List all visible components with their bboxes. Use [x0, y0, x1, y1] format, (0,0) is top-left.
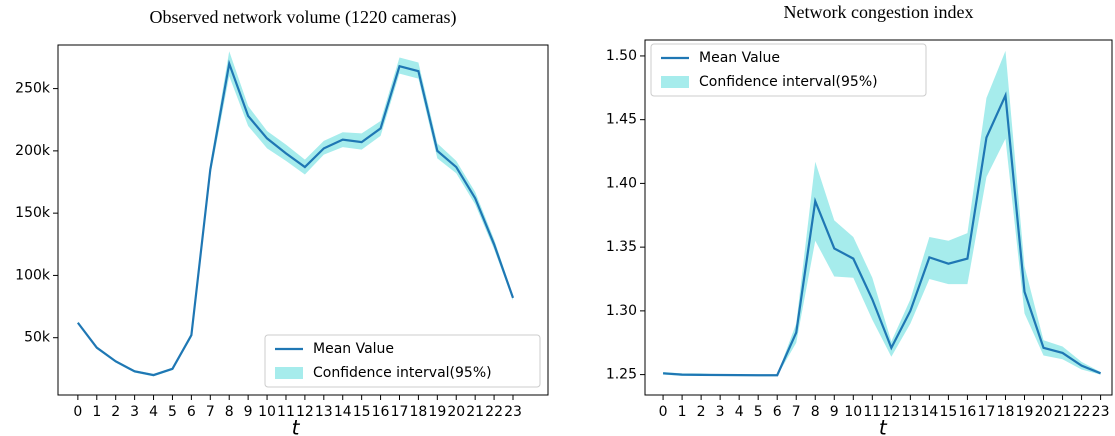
y-tick-label: 1.45: [606, 112, 637, 128]
x-tick-label: 14: [920, 404, 938, 420]
x-tick-label: 18: [997, 404, 1015, 420]
x-tick-label: 14: [334, 404, 352, 420]
y-tick-label: 1.35: [606, 239, 637, 255]
x-tick-label: 13: [901, 404, 919, 420]
y-tick-label: 1.50: [606, 48, 637, 64]
x-tick-label: 23: [504, 404, 522, 420]
x-tick-label: 21: [466, 404, 484, 420]
x-tick-label: 2: [697, 404, 706, 420]
x-tick-label: 10: [844, 404, 862, 420]
x-tick-label: 15: [353, 404, 371, 420]
x-tick-label: 8: [225, 404, 234, 420]
x-tick-label: 21: [1054, 404, 1072, 420]
x-tick-label: 7: [206, 404, 215, 420]
y-tick-label: 1.25: [606, 367, 637, 383]
y-tick-label: 1.30: [606, 303, 637, 319]
x-tick-label: 5: [168, 404, 177, 420]
x-tick-label: 19: [1016, 404, 1034, 420]
mean-line: [76, 59, 515, 377]
x-tick-label: 20: [1035, 404, 1053, 420]
legend-box: [650, 43, 927, 97]
x-tick-label: 6: [773, 404, 782, 420]
x-tick-label: 18: [409, 404, 427, 420]
x-tick-label: 3: [130, 404, 139, 420]
x-tick-label: 17: [978, 404, 996, 420]
legend-label: Confidence interval(95%): [313, 365, 492, 381]
x-tick-label: 17: [391, 404, 409, 420]
x-tick-label: 12: [296, 404, 314, 420]
x-tick-label: 20: [447, 404, 465, 420]
legend-swatch: [275, 367, 303, 379]
legend-swatch: [661, 76, 689, 88]
legend-box: [264, 334, 541, 388]
x-tick-label: 16: [372, 404, 390, 420]
x-tick-label: 12: [882, 404, 900, 420]
x-axis-label: t: [292, 416, 301, 436]
x-tick-label: 19: [428, 404, 446, 420]
x-tick-label: 2: [111, 404, 120, 420]
y-tick-label: 200k: [15, 143, 51, 159]
x-tick-label: 0: [659, 404, 668, 420]
x-tick-label: 23: [1092, 404, 1110, 420]
axes-frame: [57, 44, 549, 396]
x-tick-label: 7: [792, 404, 801, 420]
x-tick-label: 3: [716, 404, 725, 420]
y-tick-label: 1.40: [606, 175, 637, 191]
x-axis-label: t: [879, 416, 888, 436]
x-tick-label: 11: [863, 404, 881, 420]
x-tick-label: 16: [959, 404, 977, 420]
chart-title: Network congestion index: [784, 2, 974, 22]
chart-title: Observed network volume (1220 cameras): [150, 7, 457, 28]
x-tick-label: 4: [735, 404, 744, 420]
legend-label: Mean Value: [313, 341, 394, 357]
mean-line: [662, 91, 1102, 377]
x-tick-label: 0: [73, 404, 82, 420]
x-tick-label: 9: [244, 404, 253, 420]
x-tick-label: 15: [939, 404, 957, 420]
x-tick-label: 10: [258, 404, 276, 420]
y-tick-label: 150k: [15, 205, 51, 221]
y-tick-label: 50k: [24, 330, 51, 346]
legend-label: Mean Value: [699, 50, 780, 66]
x-tick-label: 1: [92, 404, 101, 420]
x-tick-label: 5: [754, 404, 763, 420]
y-tick-label: 250k: [15, 81, 51, 97]
confidence-band: [663, 50, 1101, 376]
x-tick-label: 6: [187, 404, 196, 420]
x-tick-label: 22: [1073, 404, 1091, 420]
y-tick-label: 100k: [15, 267, 51, 283]
x-tick-label: 13: [315, 404, 333, 420]
legend-label: Confidence interval(95%): [699, 74, 878, 90]
x-tick-label: 8: [811, 404, 820, 420]
x-tick-label: 22: [485, 404, 503, 420]
confidence-band: [77, 51, 513, 377]
x-tick-label: 1: [678, 404, 687, 420]
x-tick-label: 9: [830, 404, 839, 420]
axes-frame: [644, 39, 1113, 396]
x-tick-label: 4: [149, 404, 158, 420]
x-tick-label: 11: [277, 404, 295, 420]
